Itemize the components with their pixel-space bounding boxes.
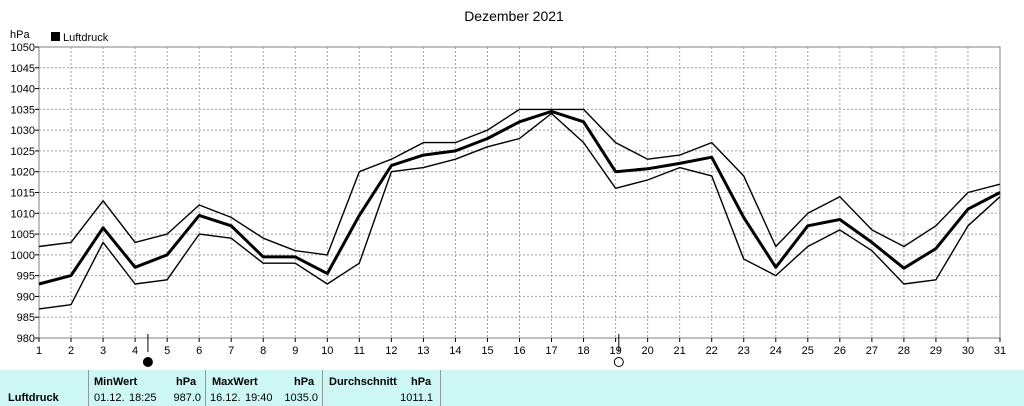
y-tick-label: 995 (17, 271, 35, 283)
x-tick-label: 22 (706, 345, 718, 357)
x-tick-label: 8 (260, 345, 266, 357)
x-tick-label: 17 (545, 345, 557, 357)
chart-title: Dezember 2021 (464, 8, 564, 24)
x-tick-label: 27 (866, 345, 878, 357)
x-tick-label: 9 (292, 345, 298, 357)
x-tick-label: 11 (354, 345, 365, 357)
stats-divider (205, 370, 206, 406)
stats-divider (322, 370, 323, 406)
series-line-avg (38, 109, 1001, 286)
y-tick-label: 1035 (11, 104, 35, 116)
x-tick-label: 28 (898, 345, 910, 357)
y-tick-label: 1005 (11, 229, 35, 241)
y-tick-label: 1015 (11, 188, 35, 200)
x-tick-label: 18 (577, 345, 589, 357)
max-header: MaxWert (212, 376, 258, 388)
x-tick-label: 16 (513, 345, 525, 357)
legend-swatch (51, 32, 60, 41)
x-tick-label: 14 (449, 345, 461, 357)
x-tick-label: 4 (132, 345, 138, 357)
min-value: 987.0 (173, 392, 201, 404)
y-tick-label: 1010 (11, 208, 35, 220)
y-tick-labels: 980 985 990 995 1000 1005 1010 1015 1020 1025 1030… (11, 42, 39, 345)
y-tick-label: 985 (17, 312, 35, 324)
x-tick-label: 3 (100, 345, 106, 357)
x-tick-label: 26 (834, 345, 846, 357)
min-date: 01.12. (94, 392, 125, 404)
x-tick-label: 1 (36, 345, 42, 357)
x-tick-label: 15 (481, 345, 493, 357)
x-tick-labels: 1 2 3 4 5 6 7 8 9 10 11 12 13 14 15 16 17 18 19 20 21 22 23 24 2… (36, 338, 1006, 357)
max-date: 16.12. (210, 392, 241, 404)
max-value: 1035.0 (284, 392, 318, 404)
grid-lines (39, 47, 1000, 338)
x-tick-label: 6 (196, 345, 202, 357)
series-line-max (38, 108, 1001, 256)
y-tick-label: 1000 (11, 250, 35, 262)
y-tick-label: 1030 (11, 125, 35, 137)
x-tick-label: 2 (68, 345, 74, 357)
stats-panel: Luftdruck MinWert hPa 01.12. 18:25 987.0… (0, 370, 1024, 406)
x-tick-label: 12 (385, 345, 397, 357)
x-tick-label: 25 (802, 345, 814, 357)
legend-label: Luftdruck (63, 32, 109, 44)
min-header: MinWert (94, 376, 138, 388)
stats-divider (88, 370, 89, 406)
x-tick-label: 24 (770, 345, 782, 357)
x-tick-label: 5 (164, 345, 170, 357)
y-axis-unit: hPa (10, 29, 30, 41)
min-unit: hPa (176, 376, 197, 388)
x-tick-label: 23 (738, 345, 750, 357)
x-tick-label: 29 (930, 345, 942, 357)
max-unit: hPa (294, 376, 315, 388)
y-tick-label: 1025 (11, 146, 35, 158)
x-tick-label: 10 (321, 345, 333, 357)
max-time: 19:40 (245, 392, 273, 404)
stats-avg-cell: Durchschnitt hPa 1011.1 (323, 370, 439, 406)
y-tick-label: 1040 (11, 84, 35, 96)
y-tick-label: 980 (17, 333, 35, 345)
avg-header: Durchschnitt (329, 376, 397, 388)
stats-row-label-cell: Luftdruck (0, 370, 88, 406)
y-tick-label: 1020 (11, 167, 35, 179)
stats-row-label: Luftdruck (8, 392, 59, 404)
y-tick-label: 1050 (11, 42, 35, 54)
min-time: 18:25 (129, 392, 157, 404)
y-tick-label: 990 (17, 291, 35, 303)
y-tick-label: 1045 (11, 63, 35, 75)
avg-unit: hPa (411, 376, 432, 388)
new-moon-icon (613, 357, 624, 367)
x-tick-label: 31 (994, 345, 1006, 357)
x-tick-label: 30 (962, 345, 974, 357)
stats-max-cell: MaxWert hPa 16.12. 19:40 1035.0 (206, 370, 322, 406)
x-tick-label: 13 (417, 345, 429, 357)
avg-value: 1011.1 (400, 392, 433, 404)
x-tick-label: 20 (642, 345, 654, 357)
x-tick-label: 21 (674, 345, 686, 357)
x-tick-label: 19 (609, 345, 621, 357)
series-lines (38, 108, 1001, 310)
series-line-min (38, 112, 1001, 310)
full-moon-icon (142, 357, 153, 367)
stats-min-cell: MinWert hPa 01.12. 18:25 987.0 (89, 370, 205, 406)
stats-divider (440, 370, 441, 406)
moon-markers (142, 334, 624, 367)
x-tick-label: 7 (228, 345, 234, 357)
pressure-chart: Dezember 2021 hPa Luftdruck 980985990995… (10, 8, 1006, 367)
